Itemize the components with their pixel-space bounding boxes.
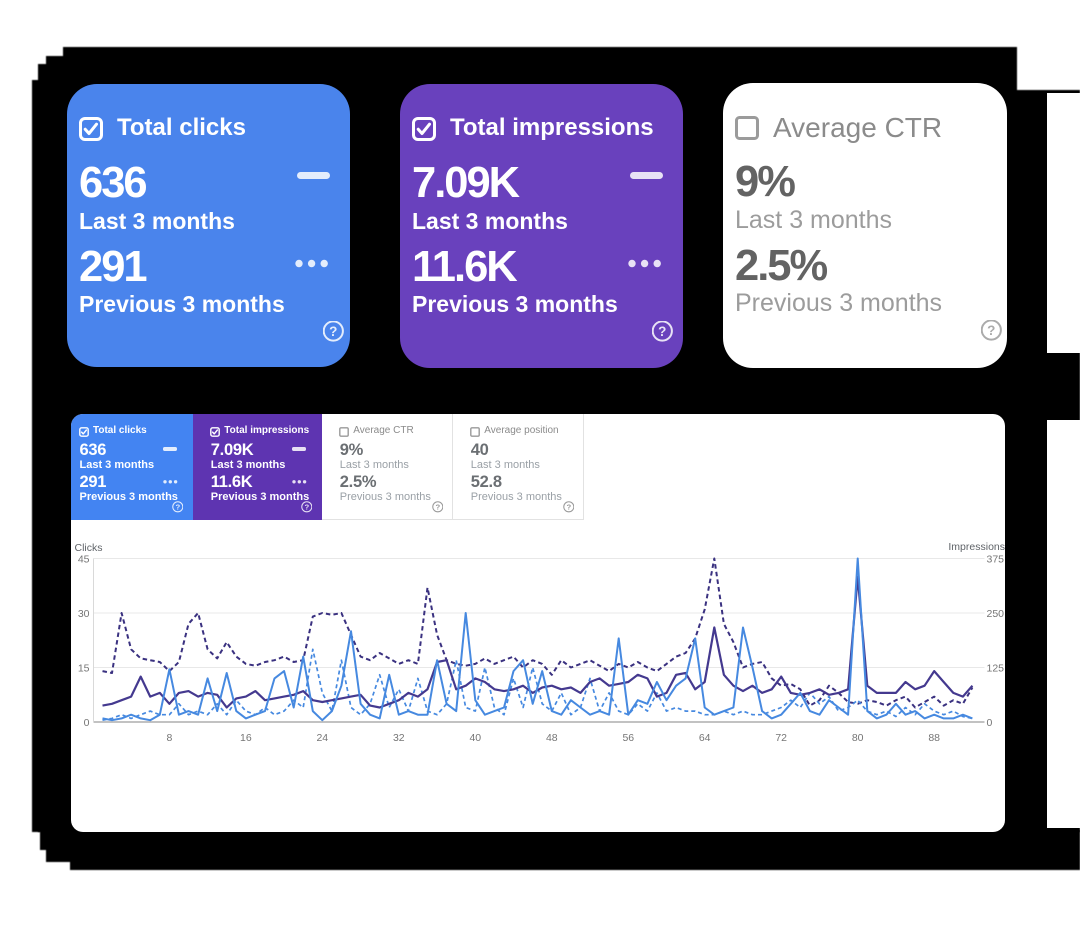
svg-text:30: 30 (78, 608, 90, 620)
svg-text:56: 56 (622, 732, 634, 744)
svg-text:?: ? (329, 324, 337, 339)
svg-text:32: 32 (393, 732, 405, 744)
svg-text:0: 0 (84, 717, 90, 729)
svg-text:Clicks: Clicks (75, 542, 103, 554)
svg-text:?: ? (987, 323, 995, 338)
svg-text:48: 48 (546, 732, 558, 744)
svg-text:Impressions: Impressions (948, 541, 1005, 553)
svg-text:0: 0 (987, 717, 993, 729)
svg-text:?: ? (435, 503, 440, 512)
svg-text:72: 72 (775, 732, 787, 744)
svg-text:?: ? (175, 503, 180, 512)
svg-text:64: 64 (699, 732, 711, 744)
svg-text:88: 88 (928, 732, 940, 744)
svg-text:?: ? (566, 503, 571, 512)
svg-text:15: 15 (78, 662, 90, 674)
svg-text:?: ? (304, 503, 309, 512)
svg-text:375: 375 (987, 553, 1005, 565)
svg-text:125: 125 (987, 662, 1005, 674)
svg-text:250: 250 (987, 608, 1005, 620)
svg-text:24: 24 (316, 732, 328, 744)
svg-text:40: 40 (469, 732, 481, 744)
svg-text:16: 16 (240, 732, 252, 744)
svg-text:45: 45 (78, 553, 90, 565)
svg-text:80: 80 (852, 732, 864, 744)
svg-text:8: 8 (166, 732, 172, 744)
svg-text:?: ? (658, 324, 666, 339)
